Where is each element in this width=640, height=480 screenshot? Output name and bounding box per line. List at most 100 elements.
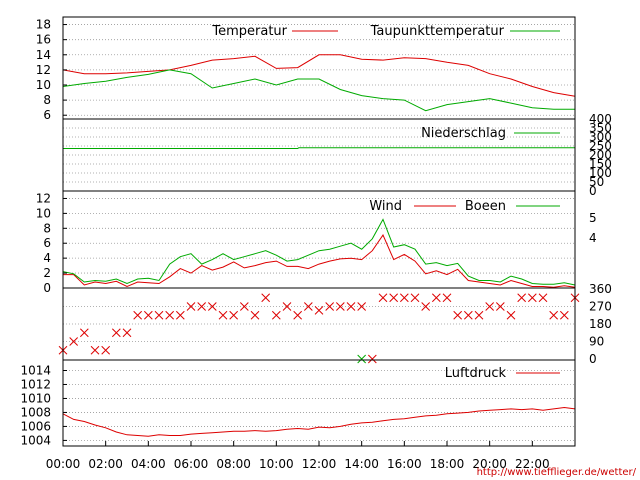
panel-3-series-0-point — [261, 293, 271, 303]
panel-3-series-0-point — [111, 328, 121, 338]
panel-3-series-0-point — [133, 310, 143, 320]
panel-1-series-0-line — [63, 147, 575, 149]
panel-3-series-0-point — [378, 293, 388, 303]
panel-3-series-0-point — [229, 310, 239, 320]
panel-2-y-tick-label: 4 — [43, 251, 51, 265]
panel-3-series-0-point — [239, 302, 249, 311]
panel-0-y-tick-label: 12 — [36, 63, 51, 77]
panel-2-y-tick-label: 2 — [43, 266, 51, 280]
panel-3-series-0-point — [282, 302, 292, 311]
panel-3-series-0-point — [186, 302, 196, 311]
panel-3-right-label: 0 — [589, 352, 597, 366]
panel-3-right-label: 180 — [589, 317, 612, 331]
panel-3-series-0-point — [559, 310, 569, 320]
panel-3-series-0-point — [442, 293, 452, 303]
panel-4-y-tick-label: 1004 — [20, 433, 51, 447]
panel-3-series-0-point — [165, 310, 175, 320]
panel-3-series-0-point — [79, 328, 89, 338]
x-tick-label: 02:00 — [88, 457, 123, 471]
panel-3-series-0-point — [527, 293, 537, 303]
panel-4-y-tick-label: 1010 — [20, 391, 51, 405]
panel-3-series-1-point — [357, 354, 367, 364]
panel-1-right-tick-label: 350 — [589, 121, 612, 135]
credit-link[interactable]: http://www.tiefflieger.de/wetter/ — [477, 467, 637, 478]
panel-2-right-label: 5 — [589, 211, 597, 225]
panel-3-series-0-point — [271, 310, 281, 320]
x-tick-label: 14:00 — [344, 457, 379, 471]
panel-3-series-0-point — [367, 354, 377, 364]
panel-3-series-0-point — [346, 302, 356, 311]
panel-3-series-0-point — [399, 293, 409, 303]
panel-3-series-0-point — [325, 302, 335, 311]
panel-0-y-tick-label: 18 — [36, 18, 51, 32]
x-tick-label: 22:00 — [515, 457, 550, 471]
panel-3-right-label: 360 — [589, 282, 612, 296]
panel-3-series-0-point — [463, 310, 473, 320]
x-tick-label: 16:00 — [387, 457, 422, 471]
panel-0-y-tick-label: 6 — [43, 108, 51, 122]
panel-1-right-tick-label: 50 — [589, 175, 604, 189]
panel-0-y-tick-label: 16 — [36, 33, 51, 47]
panel-0-series-1-line — [62, 69, 575, 112]
panel-3-series-0-point — [389, 293, 399, 303]
panel-1-right-tick-label: 250 — [589, 139, 612, 153]
panel-3-series-0-point — [154, 310, 164, 320]
panel-3-series-0-point — [303, 302, 313, 311]
panel-1-legend-label: Niederschlag — [421, 126, 506, 141]
panel-4-legend-label: Luftdruck — [445, 366, 507, 381]
panel-3-series-0-point — [357, 302, 367, 311]
panel-3-series-0-point — [485, 302, 495, 311]
x-tick-label: 20:00 — [472, 457, 507, 471]
panel-3-right-label: 270 — [589, 300, 612, 314]
panel-4-y-tick-label: 1014 — [20, 363, 51, 377]
panel-0-series-0-line — [62, 54, 576, 97]
x-tick-label: 18:00 — [430, 457, 465, 471]
panel-0-y-tick-label: 8 — [43, 93, 51, 107]
x-tick-label: 06:00 — [174, 457, 209, 471]
panel-2-y-tick-label: 12 — [36, 191, 51, 205]
panel-1-right-tick-label: 200 — [589, 148, 612, 162]
panel-4-y-tick-label: 1008 — [20, 405, 51, 419]
x-tick-label: 10:00 — [259, 457, 294, 471]
panel-3-series-0-point — [517, 293, 527, 303]
panel-3-series-0-point — [293, 310, 303, 320]
panel-3-series-0-point — [314, 306, 324, 315]
panel-2-y-tick-label: 10 — [36, 206, 51, 220]
grid-layer — [63, 24, 575, 441]
panel-3-right-label: 90 — [589, 335, 604, 349]
panel-3-series-0-point — [495, 302, 505, 311]
panel-3-series-0-point — [474, 310, 484, 320]
panel-2-series-0-line — [63, 233, 576, 288]
panel-3-series-0-point — [207, 302, 217, 311]
panel-3-series-0-point — [218, 310, 228, 320]
panel-2-y-tick-label: 0 — [43, 281, 51, 295]
panel-3-series-0-point — [69, 337, 79, 346]
panel-2-legend-label: Wind — [369, 199, 402, 214]
panel-4-y-tick-label: 1006 — [20, 419, 51, 433]
panel-3-series-0-point — [143, 310, 153, 320]
panel-3-series-0-point — [410, 293, 420, 303]
panel-0-legend-label: Temperatur — [211, 24, 287, 39]
panel-3-series-0-point — [538, 293, 548, 303]
panel-3-series-0-point — [175, 310, 185, 320]
panel-0-y-tick-label: 10 — [36, 78, 51, 92]
panel-3-series-0-point — [549, 310, 559, 320]
frame-layer — [62, 16, 576, 447]
panel-1-right-tick-label: 0 — [589, 184, 597, 198]
panel-3-series-0-point — [197, 302, 207, 311]
panel-3-series-0-point — [335, 302, 345, 311]
panel-4-series-0-line — [62, 406, 576, 437]
panel-1-right-tick-label: 150 — [589, 157, 612, 171]
data-layer — [58, 54, 580, 437]
panel-3-series-0-point — [250, 310, 260, 320]
x-tick-label: 04:00 — [131, 457, 166, 471]
panel-3-series-0-point — [453, 310, 463, 320]
panel-2-right-label: 4 — [589, 231, 597, 245]
panel-3-series-0-point — [421, 302, 431, 311]
x-tick-label: 00:00 — [46, 457, 81, 471]
panel-3-series-0-point — [122, 328, 132, 338]
